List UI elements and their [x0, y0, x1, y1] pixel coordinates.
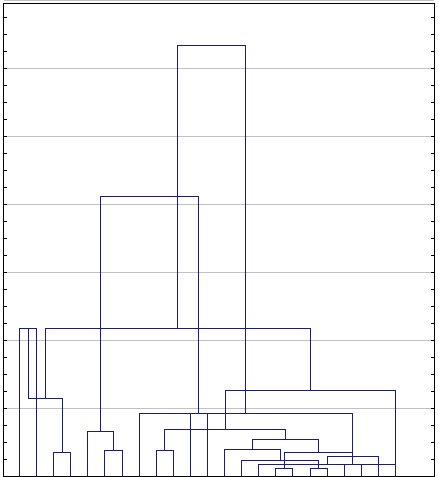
plot-frame — [3, 3, 435, 477]
dendrogram-link — [225, 390, 396, 477]
y-axis-ticks — [4, 17, 434, 460]
dendrogram-link — [100, 196, 199, 432]
dendrogram-link — [45, 328, 311, 399]
dendrogram-link — [139, 413, 353, 477]
dendrogram-link — [190, 413, 208, 477]
dendrogram-link — [344, 464, 362, 477]
gridlines — [4, 0, 434, 409]
dendrogram-link — [275, 468, 293, 477]
dendrogram-link — [104, 450, 123, 477]
dendrogram-link — [156, 450, 174, 477]
dendrogram-link — [177, 45, 246, 414]
dendrogram-link — [87, 431, 114, 477]
dendrogram-link — [252, 439, 319, 453]
dendrogram-branches — [19, 45, 396, 477]
dendrogram-link — [310, 468, 328, 477]
dendrogram-link — [224, 449, 281, 477]
dendrogram-link — [53, 452, 71, 477]
